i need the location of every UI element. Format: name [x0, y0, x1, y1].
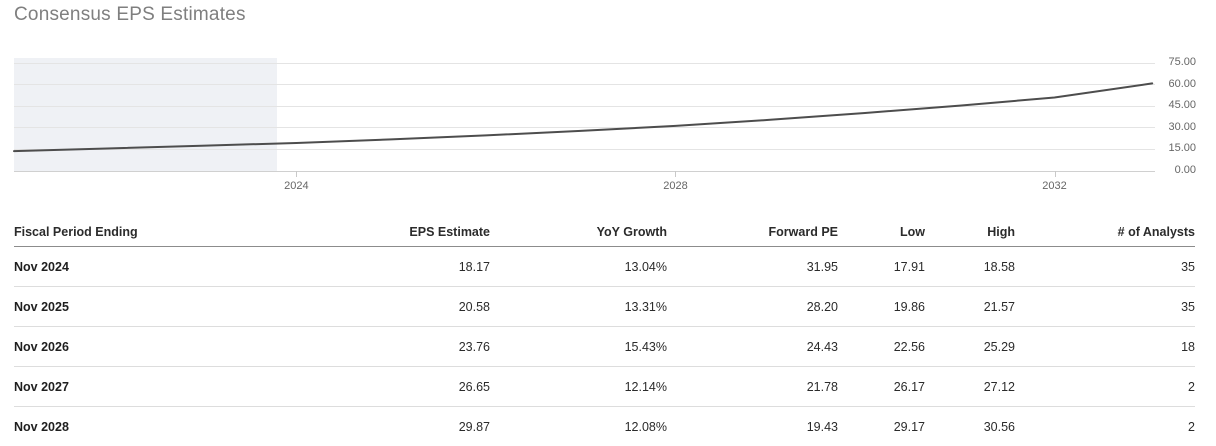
column-header-low: Low: [838, 218, 925, 247]
value-cell-high: 18.58: [925, 246, 1015, 287]
y-axis-label-30: 30.00: [1168, 120, 1196, 133]
gridline-y-0: [14, 170, 1155, 172]
fiscal-period-cell: Nov 2024: [14, 246, 294, 287]
value-cell-of-analysts: 35: [1015, 246, 1195, 287]
historical-period-band: [14, 58, 277, 171]
x-axis-tick-2024: [296, 171, 298, 177]
value-cell-low: 26.17: [838, 366, 925, 407]
value-cell-high: 25.29: [925, 326, 1015, 367]
fiscal-period-cell: Nov 2027: [14, 366, 294, 407]
table-row-nov-2025: Nov 2025 20.58 13.31% 28.20 19.86 21.57 35: [14, 286, 1195, 327]
y-axis-label-45: 45.00: [1168, 99, 1196, 112]
table-header-row: Fiscal Period Ending EPS Estimate YoY Grow…: [14, 218, 1195, 247]
column-header-fiscal-period-ending: Fiscal Period Ending: [14, 218, 294, 247]
column-header-forward-pe: Forward PE: [667, 218, 838, 247]
value-cell-low: 17.91: [838, 246, 925, 287]
value-cell-forward-pe: 21.78: [667, 366, 838, 407]
x-axis-label-2028: 2028: [663, 180, 688, 192]
value-cell-forward-pe: 31.95: [667, 246, 838, 287]
y-axis-label-75: 75.00: [1168, 56, 1196, 68]
value-cell-of-analysts: 35: [1015, 286, 1195, 327]
value-cell-eps-estimate: 18.17: [294, 246, 490, 287]
table-header: Fiscal Period Ending EPS Estimate YoY Grow…: [14, 218, 1195, 247]
value-cell-yoy-growth: 12.14%: [490, 366, 667, 407]
table-row-nov-2028: Nov 2028 29.87 12.08% 19.43 29.17 30.56 2: [14, 406, 1195, 446]
table-row-nov-2027: Nov 2027 26.65 12.14% 21.78 26.17 27.12 2: [14, 366, 1195, 407]
x-axis-label-2032: 2032: [1042, 180, 1067, 192]
x-axis-tick-2032: [1054, 171, 1056, 177]
x-axis-label-2024: 2024: [284, 180, 309, 192]
y-axis-label-0: 0.00: [1174, 164, 1196, 176]
value-cell-eps-estimate: 23.76: [294, 326, 490, 367]
gridline-y-75: [14, 62, 1155, 64]
value-cell-eps-estimate: 29.87: [294, 406, 490, 446]
value-cell-yoy-growth: 13.04%: [490, 246, 667, 287]
column-header-high: High: [925, 218, 1015, 247]
value-cell-eps-estimate: 20.58: [294, 286, 490, 327]
series-line-eps-estimate: [13, 82, 1154, 153]
x-axis-tick-2028: [675, 171, 677, 177]
value-cell-low: 19.86: [838, 286, 925, 327]
value-cell-yoy-growth: 12.08%: [490, 406, 667, 446]
column-header-of-analysts: # of Analysts: [1015, 218, 1195, 247]
column-header-eps-estimate: EPS Estimate: [294, 218, 490, 247]
y-axis-label-15: 15.00: [1168, 142, 1196, 155]
y-axis-label-60: 60.00: [1168, 77, 1196, 90]
section-title: Consensus EPS Estimates: [14, 4, 246, 25]
eps-line-chart[interactable]: 0.00 15.00 30.00 45.00 60.00 75.00 2024 2028 203…: [0, 0, 1216, 200]
eps-estimates-table: Fiscal Period Ending EPS Estimate YoY Grow…: [14, 218, 1195, 446]
value-cell-high: 30.56: [925, 406, 1015, 446]
column-header-yoy-growth: YoY Growth: [490, 218, 667, 247]
value-cell-low: 29.17: [838, 406, 925, 446]
gridline-y-45: [14, 105, 1155, 107]
value-cell-high: 27.12: [925, 366, 1015, 407]
fiscal-period-cell: Nov 2025: [14, 286, 294, 327]
value-cell-forward-pe: 24.43: [667, 326, 838, 367]
gridline-y-30: [14, 127, 1155, 129]
eps-series-svg: [13, 82, 1154, 153]
table-body: Nov 2024 18.17 13.04% 31.95 17.91 18.58 35 Nov …: [14, 246, 1195, 446]
value-cell-forward-pe: 28.20: [667, 286, 838, 327]
value-cell-of-analysts: 18: [1015, 326, 1195, 367]
table-row-nov-2026: Nov 2026 23.76 15.43% 24.43 22.56 25.29 18: [14, 326, 1195, 367]
value-cell-of-analysts: 2: [1015, 406, 1195, 446]
value-cell-high: 21.57: [925, 286, 1015, 327]
value-cell-of-analysts: 2: [1015, 366, 1195, 407]
value-cell-forward-pe: 19.43: [667, 406, 838, 446]
value-cell-yoy-growth: 15.43%: [490, 326, 667, 367]
value-cell-low: 22.56: [838, 326, 925, 367]
value-cell-yoy-growth: 13.31%: [490, 286, 667, 327]
gridline-y-60: [14, 84, 1155, 86]
fiscal-period-cell: Nov 2028: [14, 406, 294, 446]
value-cell-eps-estimate: 26.65: [294, 366, 490, 407]
gridline-y-15: [14, 148, 1155, 150]
fiscal-period-cell: Nov 2026: [14, 326, 294, 367]
table-row-nov-2024: Nov 2024 18.17 13.04% 31.95 17.91 18.58 35: [14, 246, 1195, 287]
